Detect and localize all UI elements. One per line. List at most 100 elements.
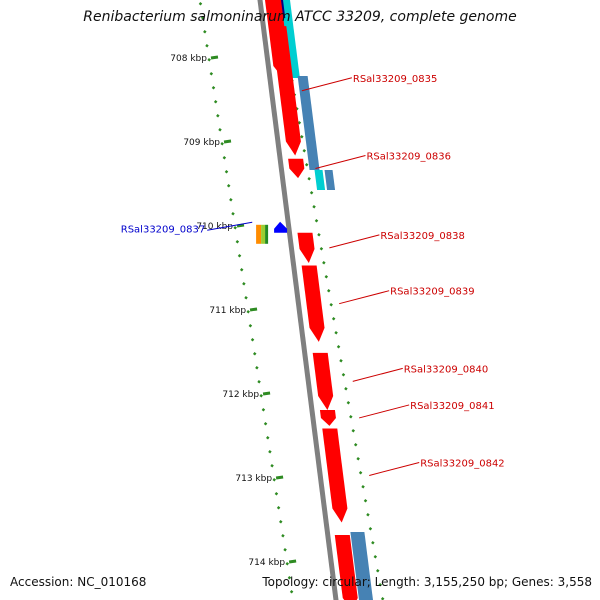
steelblue-track-band: [350, 532, 373, 600]
scale-dot: [209, 72, 214, 76]
cyan-track-band: [314, 170, 326, 190]
scale-dot: [283, 548, 287, 552]
scale-label: 712 kbp: [222, 390, 259, 400]
scale-dot: [314, 219, 319, 223]
major-tick: [288, 559, 297, 564]
scale-dot: [309, 191, 314, 195]
scale-dot: [265, 436, 270, 440]
gene-label-RSal33209_0840: RSal33209_0840: [404, 364, 488, 375]
scale-dot: [378, 583, 382, 587]
scale-label: 714 kbp: [248, 558, 285, 568]
orange-feature-block: [256, 224, 262, 244]
scale-dot: [263, 422, 268, 426]
gene-label-RSal33209_0837: RSal33209_0837: [121, 224, 205, 235]
scale-dot: [216, 114, 220, 118]
scale-dot: [198, 2, 203, 6]
gene-arrow-RSal33209_0837: [274, 221, 288, 233]
major-tick: [210, 55, 219, 60]
scale-dot: [244, 296, 248, 300]
gene-arrow-RSal33209_0836: [288, 158, 305, 179]
scale-label: 709 kbp: [183, 138, 220, 148]
scale-label: 708 kbp: [170, 54, 207, 64]
scale-dot: [272, 478, 276, 482]
scale-dot: [341, 373, 346, 377]
scale-dot: [358, 471, 363, 475]
darkgreen-feature-block: [265, 224, 269, 244]
gene-label-leader: [207, 221, 253, 231]
scale-dot: [304, 163, 309, 167]
genome-summary-text: Topology: circular; Length: 3,155,250 bp…: [262, 575, 592, 589]
gene-arrow-RSal33209_0841: [319, 409, 336, 426]
gene-label-leader: [329, 234, 380, 249]
scale-dot: [371, 541, 375, 545]
context-gene-arrow: [334, 535, 358, 600]
gene-label-leader: [315, 154, 366, 169]
gene-label-leader: [301, 77, 353, 92]
map-title: Renibacterium salmoninarum ATCC 33209, c…: [83, 9, 517, 25]
scale-dot: [300, 135, 304, 139]
scale-dot: [327, 289, 331, 293]
scale-dot: [336, 345, 341, 349]
major-tick: [236, 223, 245, 228]
major-tick: [275, 475, 284, 480]
scale-dot: [324, 275, 329, 279]
scale-dot: [207, 58, 211, 62]
major-tick: [262, 391, 271, 396]
scale-dot: [233, 226, 237, 230]
scale-dot: [380, 597, 385, 600]
scale-dot: [235, 240, 240, 244]
scale-label: 710 kbp: [196, 222, 233, 232]
scale-dot: [231, 212, 235, 216]
scale-dot: [259, 394, 263, 398]
gene-arrow-RSal33209_0840: [312, 352, 334, 410]
scale-dot: [226, 184, 231, 188]
scale-dot: [349, 415, 353, 419]
scale-dot: [248, 324, 253, 328]
scale-label: 711 kbp: [209, 306, 246, 316]
scale-dot: [351, 429, 355, 433]
scale-dot: [237, 254, 242, 258]
scale-dot: [261, 408, 266, 412]
genome-backbone: [257, 0, 339, 600]
scale-dot: [373, 555, 378, 559]
scale-dot: [257, 380, 261, 384]
scale-dot: [307, 177, 311, 181]
scale-dot: [353, 443, 358, 447]
gene-label-leader: [339, 290, 390, 305]
gene-label-RSal33209_0836: RSal33209_0836: [366, 151, 450, 162]
scale-dot: [322, 261, 326, 265]
scale-dot: [213, 100, 218, 104]
scale-dot: [329, 303, 333, 307]
scale-dot: [270, 464, 274, 468]
scale-dot: [242, 282, 246, 286]
scale-dot: [220, 142, 224, 146]
gene-label-RSal33209_0841: RSal33209_0841: [410, 401, 494, 412]
gene-label-leader: [369, 461, 420, 476]
scale-dot: [344, 387, 348, 391]
accession-text: Accession: NC_010168: [10, 575, 147, 589]
scale-dot: [363, 499, 368, 503]
scale-dot: [368, 527, 373, 531]
scale-dot: [239, 268, 244, 272]
scale-dot: [285, 562, 290, 566]
scale-dot: [356, 457, 360, 461]
gene-label-RSal33209_0842: RSal33209_0842: [420, 458, 504, 469]
gene-label-RSal33209_0835: RSal33209_0835: [353, 74, 437, 85]
scale-dot: [281, 534, 285, 538]
scale-dot: [361, 485, 365, 489]
major-tick: [223, 139, 232, 144]
gene-label-leader: [352, 367, 403, 382]
scale-dot: [297, 121, 302, 125]
scale-dot: [203, 30, 207, 34]
scale-dot: [346, 401, 351, 405]
scale-dot: [211, 86, 216, 90]
scale-dot: [205, 44, 209, 48]
scale-dot: [339, 359, 343, 363]
scale-dot: [312, 205, 316, 209]
scale-dot: [252, 352, 257, 356]
scale-dot: [287, 576, 292, 580]
scale-dot: [218, 128, 222, 132]
scale-dot: [317, 233, 321, 237]
gene-arrow-RSal33209_0839: [301, 265, 325, 342]
